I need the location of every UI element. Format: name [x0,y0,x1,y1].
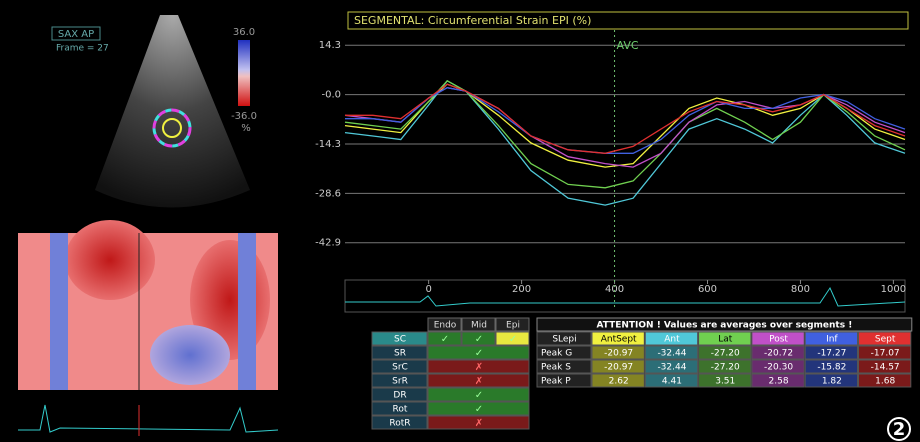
header: AntSept [601,335,637,345]
mark: ✓ [441,334,449,345]
value: -20.30 [764,363,793,373]
scale-unit: % [241,123,251,134]
heatmap-band [50,233,68,390]
mark: ✗ [475,376,483,387]
row-label: SC [394,335,406,345]
x-tick-label: 800 [791,284,810,295]
mark: ✗ [475,362,483,373]
row-label: Peak G [541,349,572,359]
y-tick-label: -28.6 [315,188,341,199]
notice: ATTENTION ! Values are averages over seg… [596,321,852,331]
value: -20.72 [764,349,793,359]
chart-title: SEGMENTAL: Circumferential Strain EPI (%… [354,14,591,27]
column-header: Endo [434,321,457,331]
heatmap-region [150,325,230,385]
view-label: SAX AP [58,29,94,40]
series-line [345,81,905,188]
header: Inf [826,335,838,345]
value: -17.07 [871,349,900,359]
value: -32.44 [657,349,686,359]
series-line [345,81,905,205]
header: Lat [718,335,733,345]
row-label: RotR [389,419,410,429]
ecg-trace [18,405,278,432]
value: 2.58 [769,377,789,387]
screen: SAX AP Frame = 27 36.0 -36.0 % SEGMENTAL… [0,0,920,442]
x-tick-label: 1000 [881,284,906,295]
x-tick-label: 600 [698,284,717,295]
row-label: Rot [393,405,408,415]
series-line [345,88,905,167]
x-tick-label: 0 [425,284,431,295]
mark: ✓ [475,404,483,415]
y-tick-label: -14.3 [315,139,341,150]
row-label: Peak P [541,377,571,387]
mark: ✓ [509,334,517,345]
row-label: SrR [392,377,408,387]
value: 1.82 [822,377,842,387]
value: -32.44 [657,363,686,373]
x-tick-label: 200 [512,284,531,295]
mark: ✗ [475,418,483,429]
color-bar [238,40,250,106]
value: -27.20 [711,349,740,359]
value: 3.51 [715,377,735,387]
header: Ant [664,335,680,345]
value: -20.97 [604,363,633,373]
y-tick-label: -42.9 [315,238,341,249]
header: Post [769,335,788,345]
column-header: Mid [471,321,487,331]
heatmap-region [65,220,155,300]
value: 2.62 [609,377,629,387]
mark: ✓ [475,390,483,401]
row-label: SrC [392,363,408,373]
header: Sept [875,335,896,345]
header: SLepi [552,335,576,345]
mark: ✓ [475,334,483,345]
frame-label: Frame = 27 [56,44,109,54]
row-label: DR [393,391,406,401]
row-label: SR [394,349,406,359]
heatmap-band [238,233,256,390]
page-number: 2 [893,419,906,440]
value: -15.82 [817,363,846,373]
annotation-label: AVC [617,39,639,52]
y-tick-label: -0.0 [321,90,341,101]
value: -27.20 [711,363,740,373]
mark: ✓ [475,348,483,359]
y-tick-label: 14.3 [319,40,341,51]
value: 1.68 [875,377,895,387]
value: 4.41 [662,377,682,387]
scale-min: -36.0 [231,111,257,122]
row-label: Peak S [541,363,571,373]
value: -20.97 [604,349,633,359]
value: -17.27 [817,349,846,359]
column-header: Epi [506,321,520,331]
value: -14.57 [871,363,900,373]
scale-max: 36.0 [233,27,255,38]
